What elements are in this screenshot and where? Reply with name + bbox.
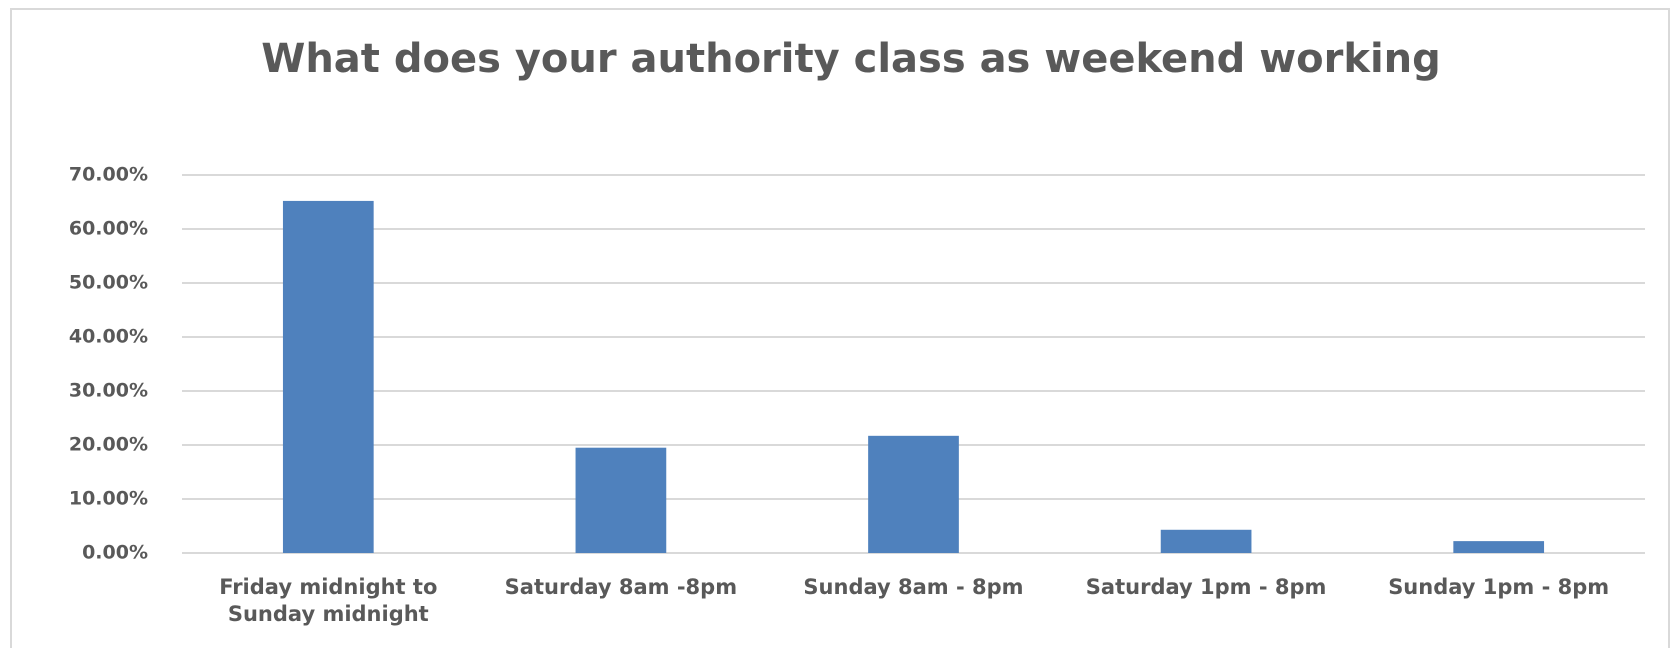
bar — [1453, 541, 1545, 553]
y-tick-label: 0.00% — [82, 542, 148, 564]
y-tick-label: 70.00% — [69, 164, 148, 186]
x-tick-label: Friday midnight to Sunday midnight — [219, 575, 438, 626]
chart-frame — [10, 8, 1670, 648]
y-tick-label: 20.00% — [69, 434, 148, 456]
bar — [1160, 529, 1252, 553]
x-tick-label: Saturday 1pm - 8pm — [1085, 575, 1327, 599]
y-tick-label: 60.00% — [69, 218, 148, 240]
bar — [868, 435, 959, 553]
bar — [575, 447, 667, 553]
y-tick-label: 40.00% — [69, 326, 148, 348]
x-tick-label: Sunday 1pm - 8pm — [1388, 575, 1610, 599]
x-tick-label: Sunday 8am - 8pm — [803, 575, 1024, 599]
y-tick-label: 10.00% — [69, 488, 148, 510]
x-tick-label: Saturday 8am -8pm — [504, 575, 738, 599]
y-tick-label: 30.00% — [69, 380, 148, 402]
y-tick-label: 50.00% — [69, 272, 148, 294]
chart-title: What does your authority class as weeken… — [261, 36, 1441, 82]
bar — [282, 200, 374, 554]
